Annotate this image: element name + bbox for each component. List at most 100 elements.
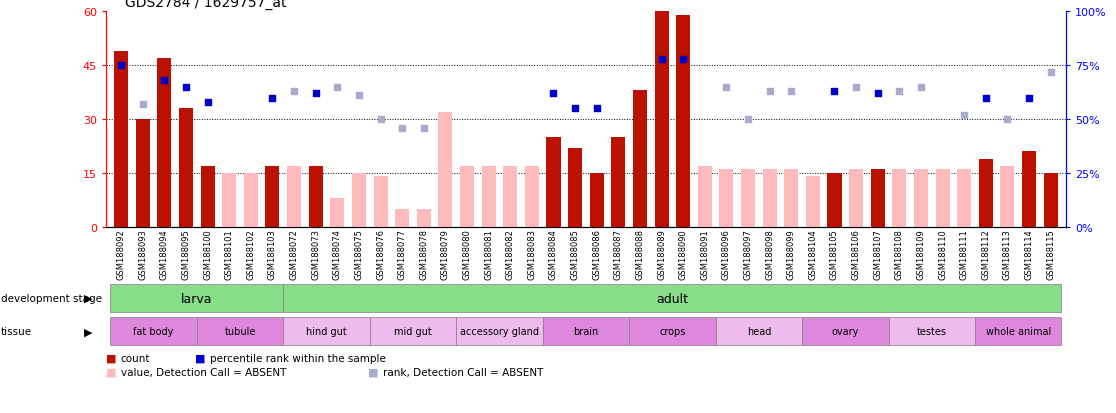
Bar [266,166,279,227]
Bar [870,170,885,227]
Point [113,63,131,69]
Point [415,125,433,132]
Point [263,95,281,102]
Bar [416,209,431,227]
Bar [542,318,629,345]
Bar [456,318,542,345]
Bar [547,138,560,227]
Bar [114,52,128,227]
Bar [369,318,456,345]
Point [350,93,368,100]
Point [1041,69,1059,76]
Bar [802,318,888,345]
Point [328,84,346,91]
Point [847,84,865,91]
Point [372,116,389,123]
Bar [283,318,369,345]
Text: ■: ■ [368,367,378,377]
Bar [935,170,950,227]
Point [566,106,584,112]
Bar [762,170,777,227]
Text: adult: adult [656,292,689,305]
Bar [243,173,258,227]
Point [1020,95,1038,102]
Bar [196,318,283,345]
Text: whole animal: whole animal [985,326,1051,337]
Point [999,116,1017,123]
Text: value, Detection Call = ABSENT: value, Detection Call = ABSENT [121,367,286,377]
Point [155,78,173,84]
Bar [482,166,496,227]
Text: testes: testes [916,326,946,337]
Bar [287,166,301,227]
Text: ovary: ovary [831,326,859,337]
Bar [785,170,798,227]
Point [718,84,735,91]
Text: ▶: ▶ [84,326,93,337]
Text: percentile rank within the sample: percentile rank within the sample [210,353,386,363]
Point [976,95,994,102]
Bar [110,318,196,345]
Text: head: head [747,326,771,337]
Point [286,88,304,95]
Bar [654,12,668,227]
Bar [110,285,283,312]
Bar [979,159,993,227]
Bar [698,166,712,227]
Text: tubule: tubule [224,326,256,337]
Bar [136,120,150,227]
Bar [633,91,647,227]
Text: rank, Detection Call = ABSENT: rank, Detection Call = ABSENT [383,367,543,377]
Bar [1022,152,1036,227]
Bar [352,173,366,227]
Point [868,91,886,97]
Bar [374,177,387,227]
Text: accessory gland: accessory gland [460,326,539,337]
Bar [629,318,715,345]
Bar [806,177,820,227]
Bar [525,166,539,227]
Bar [893,170,906,227]
Bar [568,148,583,227]
Bar [503,166,518,227]
Point [912,84,930,91]
Bar [612,138,625,227]
Bar [849,170,863,227]
Bar [715,318,802,345]
Text: brain: brain [574,326,598,337]
Bar [888,318,975,345]
Text: larva: larva [181,292,212,305]
Point [134,102,152,108]
Bar [222,173,237,227]
Point [739,116,757,123]
Text: GDS2784 / 1629757_at: GDS2784 / 1629757_at [125,0,287,10]
Bar [589,173,604,227]
Bar [283,285,1061,312]
Text: ■: ■ [106,367,116,377]
Bar [1043,173,1058,227]
Point [761,88,779,95]
Point [782,88,800,95]
Bar [720,170,733,227]
Point [307,91,325,97]
Text: ▶: ▶ [84,293,93,304]
Bar [1000,166,1014,227]
Bar [914,170,929,227]
Bar [439,113,452,227]
Bar [201,166,214,227]
Bar [309,166,323,227]
Point [955,112,973,119]
Point [653,56,671,63]
Point [588,106,606,112]
Bar [676,16,690,227]
Point [199,99,217,106]
Bar [741,170,756,227]
Bar [460,166,474,227]
Text: count: count [121,353,150,363]
Bar [395,209,410,227]
Bar [958,170,971,227]
Text: hind gut: hind gut [306,326,347,337]
Text: development stage: development stage [1,293,103,304]
Text: mid gut: mid gut [394,326,432,337]
Bar [827,173,841,227]
